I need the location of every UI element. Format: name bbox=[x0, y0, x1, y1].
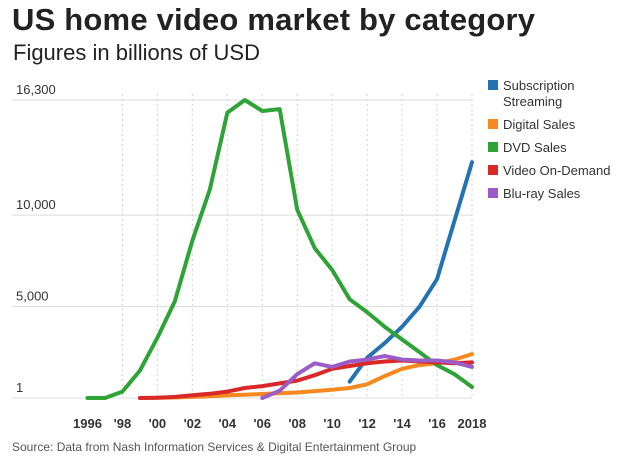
legend-label-digital-sales: Digital Sales bbox=[503, 117, 576, 132]
series-line-subscription-streaming bbox=[347, 160, 474, 384]
legend-label-subscription-streaming: Streaming bbox=[503, 94, 562, 109]
x-axis: 1996 '98 '00 '02 '04 '06 '08 '10 '12 '14 '16 2018 bbox=[73, 416, 486, 431]
series-line-blu-ray-sales bbox=[260, 354, 474, 400]
y-axis: 16,300 10,000 5,000 1 bbox=[16, 82, 56, 395]
x-tick-label: 2018 bbox=[458, 416, 487, 431]
legend-swatch-digital-sales bbox=[488, 119, 498, 129]
x-tick-label: '10 bbox=[323, 416, 341, 431]
x-tick-label: '04 bbox=[219, 416, 237, 431]
y-tick-label: 1 bbox=[16, 380, 23, 395]
x-tick-label: '02 bbox=[184, 416, 202, 431]
legend-swatch-dvd-sales bbox=[488, 142, 498, 152]
x-tick-label: '12 bbox=[358, 416, 376, 431]
y-tick-label: 5,000 bbox=[16, 289, 49, 304]
x-tick-label: '00 bbox=[149, 416, 167, 431]
x-tick-label: '14 bbox=[393, 416, 411, 431]
legend-label-video-on-demand: Video On-Demand bbox=[503, 163, 610, 178]
legend-label-subscription-streaming: Subscription bbox=[503, 78, 575, 93]
legend-swatch-subscription-streaming bbox=[488, 80, 498, 90]
series-layer bbox=[85, 98, 474, 400]
series-line-dvd-sales bbox=[85, 98, 474, 400]
chart-title: US home video market by category bbox=[12, 2, 536, 37]
x-tick-label: '16 bbox=[428, 416, 446, 431]
y-tick-label: 16,300 bbox=[16, 82, 56, 97]
legend-swatch-blu-ray-sales bbox=[488, 188, 498, 198]
grid-layer bbox=[12, 94, 473, 399]
x-tick-label: 1996 bbox=[73, 416, 102, 431]
legend-label-blu-ray-sales: Blu-ray Sales bbox=[503, 186, 581, 201]
legend-label-dvd-sales: DVD Sales bbox=[503, 140, 567, 155]
y-tick-label: 10,000 bbox=[16, 197, 56, 212]
legend-swatch-video-on-demand bbox=[488, 165, 498, 175]
chart-subtitle: Figures in billions of USD bbox=[13, 40, 260, 65]
x-tick-label: '08 bbox=[288, 416, 306, 431]
x-tick-label: '06 bbox=[253, 416, 271, 431]
x-tick-label: '98 bbox=[114, 416, 132, 431]
source-note: Source: Data from Nash Information Servi… bbox=[12, 440, 417, 454]
